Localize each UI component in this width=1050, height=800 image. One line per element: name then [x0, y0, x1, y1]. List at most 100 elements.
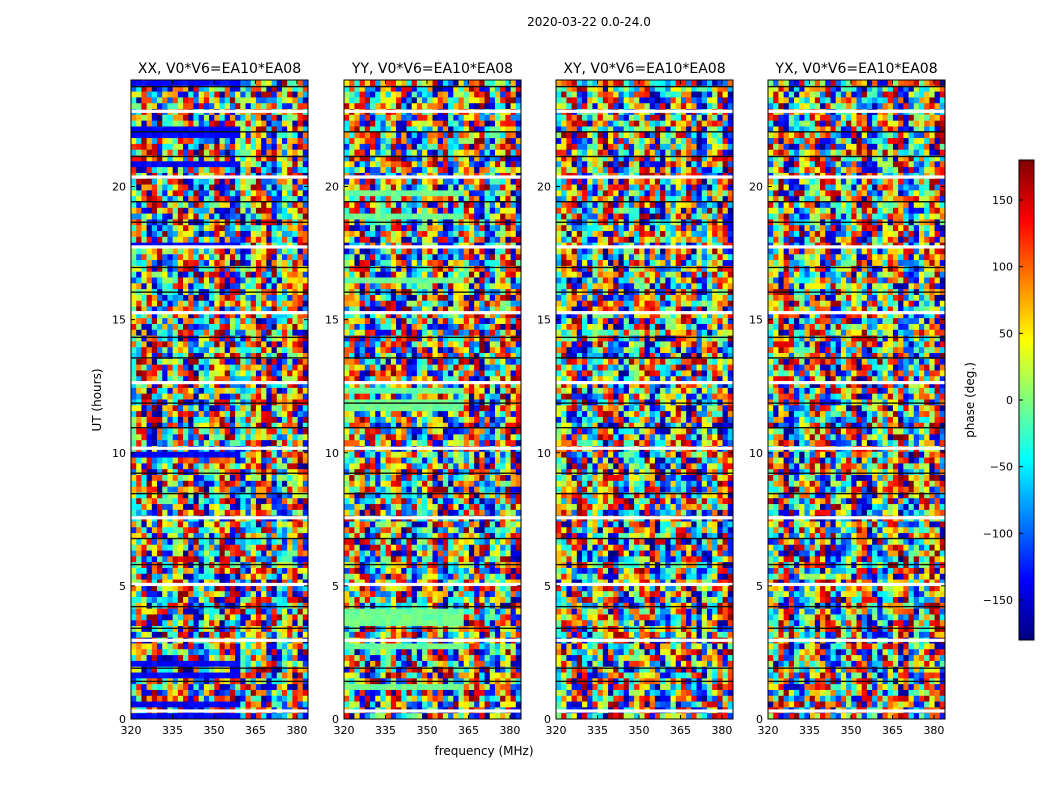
heatmap-cell [162, 475, 168, 482]
heatmap-cell [468, 80, 475, 87]
heatmap-cell [422, 231, 428, 238]
heatmap-cell [198, 597, 205, 604]
heatmap-cell [370, 97, 376, 104]
heatmap-cell [240, 347, 246, 354]
heatmap-cell [136, 178, 142, 185]
heatmap-cell [167, 207, 174, 215]
heatmap-cell [287, 666, 293, 673]
heatmap-cell [287, 480, 293, 488]
heatmap-cell [489, 184, 496, 191]
heatmap-cell [183, 120, 189, 127]
heatmap-cell [141, 579, 148, 586]
heatmap-cell [359, 178, 366, 185]
heatmap-cell [416, 167, 423, 174]
heatmap-cell [157, 608, 163, 615]
heatmap-cell [401, 138, 407, 145]
heatmap-cell [146, 80, 153, 87]
heatmap-cell [162, 434, 168, 441]
heatmap-cell [266, 149, 272, 156]
heatmap-cell [297, 533, 304, 540]
heatmap-cell [453, 184, 459, 191]
heatmap-cell [359, 155, 366, 162]
heatmap-cell [172, 486, 179, 493]
heatmap-cell [297, 283, 304, 290]
heatmap-cell [359, 213, 366, 220]
heatmap-cell [266, 254, 272, 261]
heatmap-cell [131, 585, 137, 592]
heatmap-cell [219, 643, 226, 650]
heatmap-cell [209, 626, 215, 633]
heatmap-cell [344, 132, 350, 139]
heatmap-cell [203, 684, 210, 691]
heatmap-cell [131, 236, 137, 244]
heatmap-cell [302, 440, 309, 447]
heatmap-cell [203, 498, 210, 505]
heatmap-cell [146, 585, 153, 592]
heatmap-cell [261, 184, 267, 191]
heatmap-cell [183, 672, 189, 679]
heatmap-cell [235, 387, 241, 395]
heatmap-cell [157, 614, 163, 621]
heatmap-cell [224, 597, 231, 604]
heatmap-cell [235, 463, 241, 470]
heatmap-cell [209, 370, 215, 377]
heatmap-cell [136, 312, 142, 319]
heatmap-cell [281, 591, 288, 598]
heatmap-cell [198, 370, 205, 377]
heatmap-cell [136, 126, 142, 133]
heatmap-cell [255, 509, 262, 517]
heatmap-cell [177, 416, 184, 424]
heatmap-cell [250, 620, 257, 627]
heatmap-cell [162, 329, 168, 336]
heatmap-cell [458, 80, 465, 87]
heatmap-cell [146, 213, 153, 220]
heatmap-cell [432, 178, 439, 185]
heatmap-cell [255, 387, 262, 395]
heatmap-cell [136, 231, 142, 238]
heatmap-cell [240, 358, 246, 366]
heatmap-cell [432, 143, 439, 151]
heatmap-cell [261, 701, 267, 708]
heatmap-cell [276, 382, 283, 389]
heatmap-cell [172, 283, 179, 290]
heatmap-cell [203, 254, 210, 261]
heatmap-cell [131, 335, 137, 342]
heatmap-cell [515, 161, 522, 168]
heatmap-cell [281, 608, 288, 615]
heatmap-cell [292, 80, 298, 87]
heatmap-cell [188, 143, 194, 151]
heatmap-cell [172, 440, 179, 447]
heatmap-cell [146, 538, 153, 546]
heatmap-cell [297, 201, 304, 209]
heatmap-cell [219, 201, 226, 209]
heatmap-cell [281, 480, 288, 488]
heatmap-cell [396, 91, 402, 98]
heatmap-cell [442, 254, 449, 261]
heatmap-cell [276, 486, 283, 493]
heatmap-cell [193, 260, 200, 267]
heatmap-cell [177, 347, 184, 354]
heatmap-cell [354, 85, 361, 93]
heatmap-cell [494, 231, 501, 238]
heatmap-cell [167, 509, 174, 517]
heatmap-cell [146, 85, 153, 93]
heatmap-cell [250, 451, 257, 458]
heatmap-cell [146, 486, 153, 493]
heatmap-cell [162, 190, 168, 197]
heatmap-cell [188, 300, 194, 307]
heatmap-cell [188, 689, 194, 697]
heatmap-cell [453, 248, 459, 255]
heatmap-cell [209, 294, 215, 302]
heatmap-cell [489, 265, 496, 273]
heatmap-cell [214, 463, 220, 470]
heatmap-cell [177, 155, 184, 162]
heatmap-cell [281, 672, 288, 679]
heatmap-cell [203, 591, 210, 598]
heatmap-cell [177, 498, 184, 505]
heatmap-cell [136, 620, 142, 627]
heatmap-cell [468, 167, 475, 174]
heatmap-cell [193, 184, 200, 191]
heatmap-cell [162, 655, 168, 662]
heatmap-cell [370, 265, 376, 273]
heatmap-cell [302, 689, 309, 697]
